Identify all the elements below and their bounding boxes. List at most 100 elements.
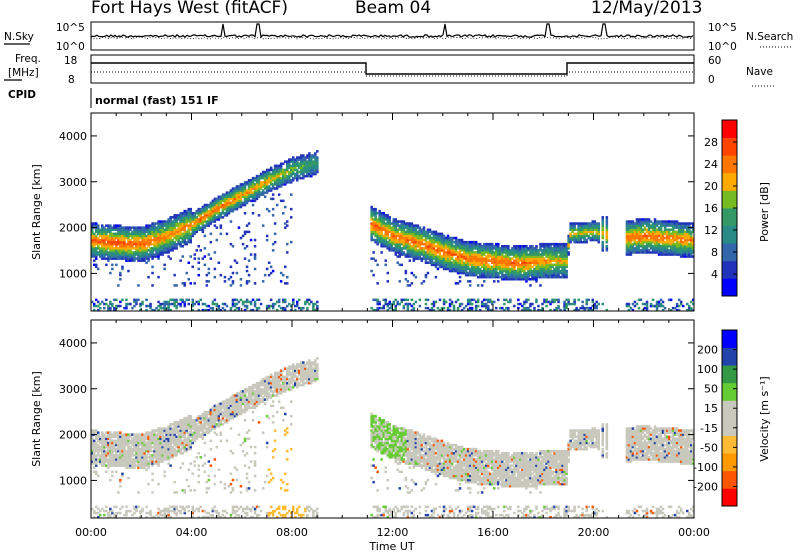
- power-cell: [511, 247, 514, 250]
- power-cell: [446, 249, 450, 252]
- power-cell: [386, 214, 389, 217]
- power-cell: [167, 238, 170, 242]
- power-cell: [420, 236, 424, 240]
- power-cell: [263, 179, 267, 182]
- power-cell: [677, 236, 681, 240]
- power-cell: [237, 203, 241, 207]
- power-cell: [123, 228, 126, 231]
- power-cell: [107, 251, 110, 254]
- power-cell: [127, 236, 130, 240]
- power-cell: [265, 238, 269, 242]
- power-cell: [551, 265, 554, 269]
- power-cell: [171, 238, 174, 242]
- power-cell: [567, 298, 570, 302]
- power-cell: [203, 218, 207, 221]
- velocity-cell: [99, 454, 102, 457]
- velocity-cell: [113, 515, 116, 518]
- power-cell: [625, 302, 629, 306]
- power-cell: [378, 216, 381, 219]
- power-cell: [470, 261, 474, 264]
- power-cell: [121, 245, 124, 248]
- power-cell: [426, 245, 430, 248]
- power-cell: [476, 284, 480, 287]
- power-cell: [468, 263, 472, 267]
- power-cell: [418, 251, 422, 254]
- power-cell: [686, 226, 689, 229]
- power-cell: [549, 267, 552, 271]
- power-cell: [117, 236, 120, 240]
- power-cell: [290, 193, 293, 196]
- power-cell: [499, 271, 502, 275]
- velocity-cell: [127, 435, 130, 438]
- power-cell: [667, 245, 671, 248]
- power-cell: [688, 304, 691, 308]
- power-cell: [177, 236, 180, 240]
- power-cell: [99, 238, 102, 242]
- power-cell: [386, 240, 389, 244]
- power-cell: [466, 245, 470, 248]
- power-cell: [95, 238, 98, 242]
- power-cell: [428, 255, 432, 258]
- power-cell: [115, 263, 118, 267]
- power-cell: [155, 255, 158, 258]
- power-cell: [669, 245, 673, 248]
- power-cell: [485, 263, 488, 267]
- power-cell: [257, 193, 261, 196]
- power-cell: [585, 222, 588, 225]
- power-cell: [559, 257, 562, 260]
- power-cell: [286, 168, 289, 172]
- power-cell: [573, 234, 576, 238]
- power-cell: [499, 261, 502, 264]
- power-cell: [185, 218, 188, 221]
- power-cell: [269, 197, 273, 201]
- velocity-cell: [125, 439, 128, 443]
- power-cell: [157, 257, 160, 260]
- power-cell: [527, 257, 530, 260]
- power-cell: [501, 261, 504, 264]
- power-cell: [679, 234, 683, 238]
- power-cell: [163, 230, 166, 234]
- power-cell: [376, 238, 379, 242]
- power-cell: [553, 255, 556, 258]
- power-cell: [661, 242, 665, 246]
- power-cell: [394, 238, 397, 242]
- power-cell: [185, 214, 188, 217]
- power-cell: [501, 271, 504, 275]
- power-cell: [275, 164, 279, 168]
- velocity-cell: [101, 507, 104, 511]
- power-cell: [428, 251, 432, 254]
- power-cell: [396, 255, 399, 258]
- power-cell: [426, 232, 430, 236]
- velocity-cell: [131, 443, 134, 447]
- power-cell: [565, 263, 568, 267]
- velocity-cell: [129, 447, 132, 451]
- power-cell: [233, 259, 237, 262]
- power-cell: [402, 220, 406, 223]
- velocity-cell: [103, 460, 106, 463]
- power-cell: [410, 224, 414, 227]
- power-cell: [529, 269, 532, 273]
- power-cell: [641, 236, 645, 240]
- power-cell: [631, 249, 635, 252]
- power-cell: [400, 240, 403, 244]
- power-cell: [155, 253, 158, 256]
- power-cell: [201, 308, 205, 311]
- power-cell: [370, 269, 373, 273]
- power-cell: [412, 230, 416, 234]
- power-cell: [555, 269, 558, 273]
- power-cell: [458, 251, 462, 254]
- power-cell: [683, 224, 687, 227]
- power-cell: [543, 251, 546, 254]
- power-cell: [139, 302, 142, 306]
- power-cell: [294, 176, 297, 180]
- power-cell: [265, 172, 269, 176]
- power-cell: [436, 251, 440, 254]
- power-cell: [553, 300, 556, 304]
- power-cell: [229, 220, 233, 223]
- power-cell: [107, 253, 110, 256]
- power-cell: [629, 228, 633, 231]
- power-cell: [390, 240, 393, 244]
- power-cell: [217, 218, 221, 221]
- power-cell: [115, 298, 118, 302]
- power-cell: [452, 236, 456, 240]
